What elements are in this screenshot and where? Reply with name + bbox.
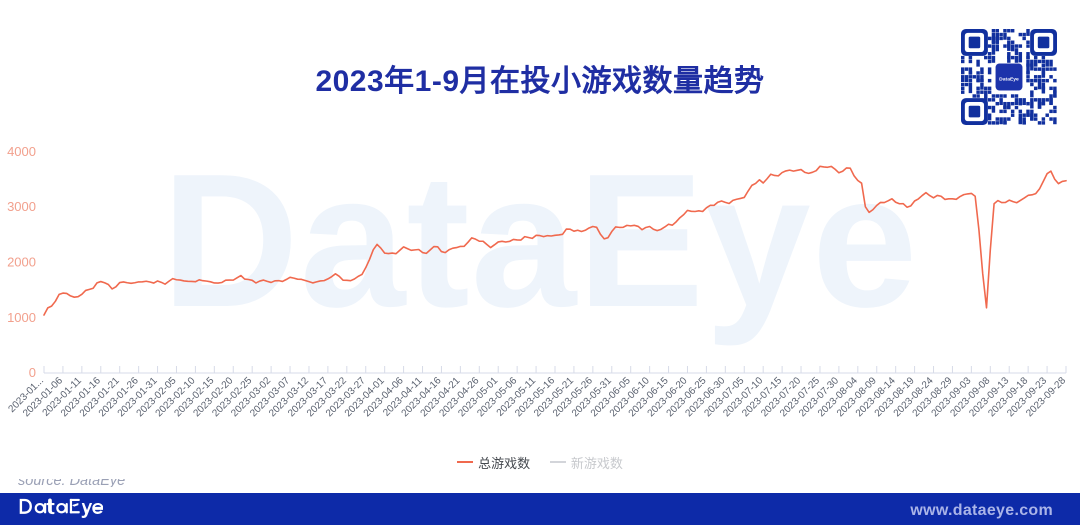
svg-text:DataEye: DataEye [999,76,1019,82]
svg-text:2000: 2000 [7,255,36,270]
svg-text:3000: 3000 [7,199,36,214]
svg-text:4000: 4000 [7,144,36,159]
svg-text:1000: 1000 [7,310,36,325]
